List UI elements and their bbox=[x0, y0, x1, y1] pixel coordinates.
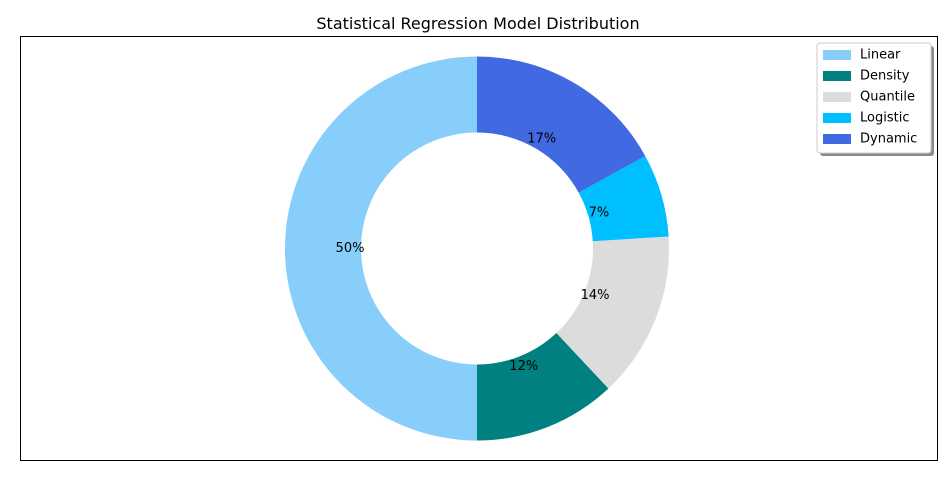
legend-swatch-linear bbox=[823, 50, 851, 60]
pct-label-linear: 50% bbox=[336, 241, 365, 256]
slice-quantile bbox=[556, 236, 669, 389]
pct-label-logistic: 7% bbox=[589, 206, 610, 221]
legend-label-logistic: Logistic bbox=[860, 111, 909, 126]
slice-density bbox=[477, 333, 609, 441]
legend-box bbox=[816, 42, 932, 154]
slice-dynamic bbox=[477, 56, 646, 193]
legend-label-dynamic: Dynamic bbox=[860, 132, 917, 147]
pct-label-dynamic: 17% bbox=[527, 132, 556, 147]
slice-logistic bbox=[578, 156, 669, 242]
legend-label-linear: Linear bbox=[860, 48, 901, 63]
pct-label-quantile: 14% bbox=[581, 288, 610, 303]
legend-swatch-density bbox=[823, 71, 851, 81]
legend-label-density: Density bbox=[860, 69, 910, 84]
legend-swatch-dynamic bbox=[823, 134, 851, 144]
slices-group bbox=[285, 56, 669, 441]
slice-linear bbox=[285, 56, 477, 441]
legend-swatch-quantile bbox=[823, 92, 851, 102]
chart-title: Statistical Regression Model Distributio… bbox=[316, 14, 639, 33]
percent-labels-group: 50% 12% 14% 7% 17% bbox=[336, 132, 610, 374]
plot-frame bbox=[20, 36, 938, 461]
legend-label-quantile: Quantile bbox=[860, 90, 915, 105]
legend-swatch-logistic bbox=[823, 113, 851, 123]
pct-label-density: 12% bbox=[509, 359, 538, 374]
legend: Linear Density Quantile Logistic Dynamic bbox=[816, 42, 934, 156]
